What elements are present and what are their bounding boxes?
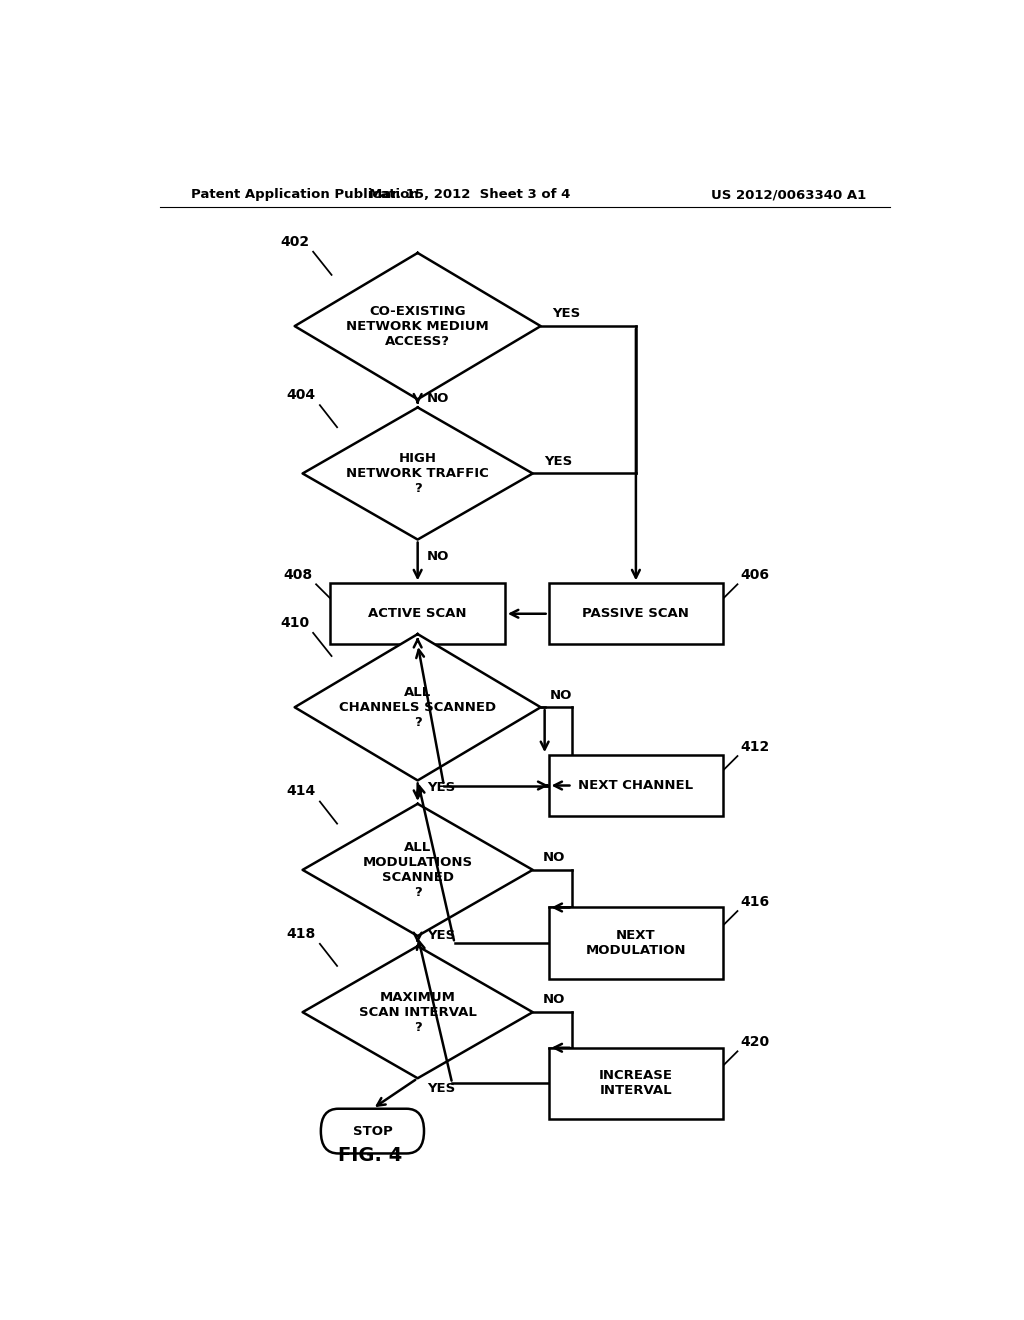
Text: FIG. 4: FIG. 4: [338, 1146, 402, 1164]
Polygon shape: [303, 408, 532, 540]
Polygon shape: [295, 634, 541, 780]
Text: 404: 404: [287, 388, 315, 403]
FancyBboxPatch shape: [331, 583, 505, 644]
Polygon shape: [303, 804, 532, 936]
FancyBboxPatch shape: [549, 583, 723, 644]
Text: CO-EXISTING
NETWORK MEDIUM
ACCESS?: CO-EXISTING NETWORK MEDIUM ACCESS?: [346, 305, 489, 347]
Text: ALL
CHANNELS SCANNED
?: ALL CHANNELS SCANNED ?: [339, 686, 497, 729]
Text: Patent Application Publication: Patent Application Publication: [191, 189, 419, 202]
Text: ACTIVE SCAN: ACTIVE SCAN: [369, 607, 467, 620]
Text: STOP: STOP: [352, 1125, 392, 1138]
Text: 416: 416: [740, 895, 770, 909]
Text: PASSIVE SCAN: PASSIVE SCAN: [583, 607, 689, 620]
Text: INCREASE
INTERVAL: INCREASE INTERVAL: [599, 1069, 673, 1097]
Text: NO: NO: [550, 689, 572, 701]
Text: MAXIMUM
SCAN INTERVAL
?: MAXIMUM SCAN INTERVAL ?: [358, 991, 476, 1034]
Text: NEXT
MODULATION: NEXT MODULATION: [586, 929, 686, 957]
Text: 418: 418: [287, 927, 315, 941]
Text: 412: 412: [740, 741, 770, 754]
FancyBboxPatch shape: [549, 1048, 723, 1119]
Text: Mar. 15, 2012  Sheet 3 of 4: Mar. 15, 2012 Sheet 3 of 4: [369, 189, 570, 202]
Text: YES: YES: [427, 1082, 456, 1094]
Text: 410: 410: [280, 616, 309, 630]
Text: YES: YES: [545, 455, 572, 467]
Text: YES: YES: [427, 780, 456, 793]
Text: NEXT CHANNEL: NEXT CHANNEL: [579, 779, 693, 792]
Text: 406: 406: [740, 568, 770, 582]
Text: NO: NO: [543, 994, 564, 1006]
Text: ALL
MODULATIONS
SCANNED
?: ALL MODULATIONS SCANNED ?: [362, 841, 473, 899]
Polygon shape: [295, 253, 541, 399]
Text: 414: 414: [287, 784, 315, 799]
Text: HIGH
NETWORK TRAFFIC
?: HIGH NETWORK TRAFFIC ?: [346, 451, 489, 495]
FancyBboxPatch shape: [321, 1109, 424, 1154]
Text: YES: YES: [553, 308, 581, 321]
Text: 408: 408: [284, 568, 313, 582]
Text: NO: NO: [427, 392, 450, 405]
FancyBboxPatch shape: [549, 907, 723, 978]
FancyBboxPatch shape: [549, 755, 723, 816]
Text: YES: YES: [427, 929, 456, 942]
Text: 402: 402: [280, 235, 309, 248]
Text: US 2012/0063340 A1: US 2012/0063340 A1: [711, 189, 866, 202]
Text: 420: 420: [740, 1035, 770, 1049]
Text: NO: NO: [543, 851, 564, 865]
Polygon shape: [303, 946, 532, 1078]
Text: NO: NO: [427, 550, 450, 562]
